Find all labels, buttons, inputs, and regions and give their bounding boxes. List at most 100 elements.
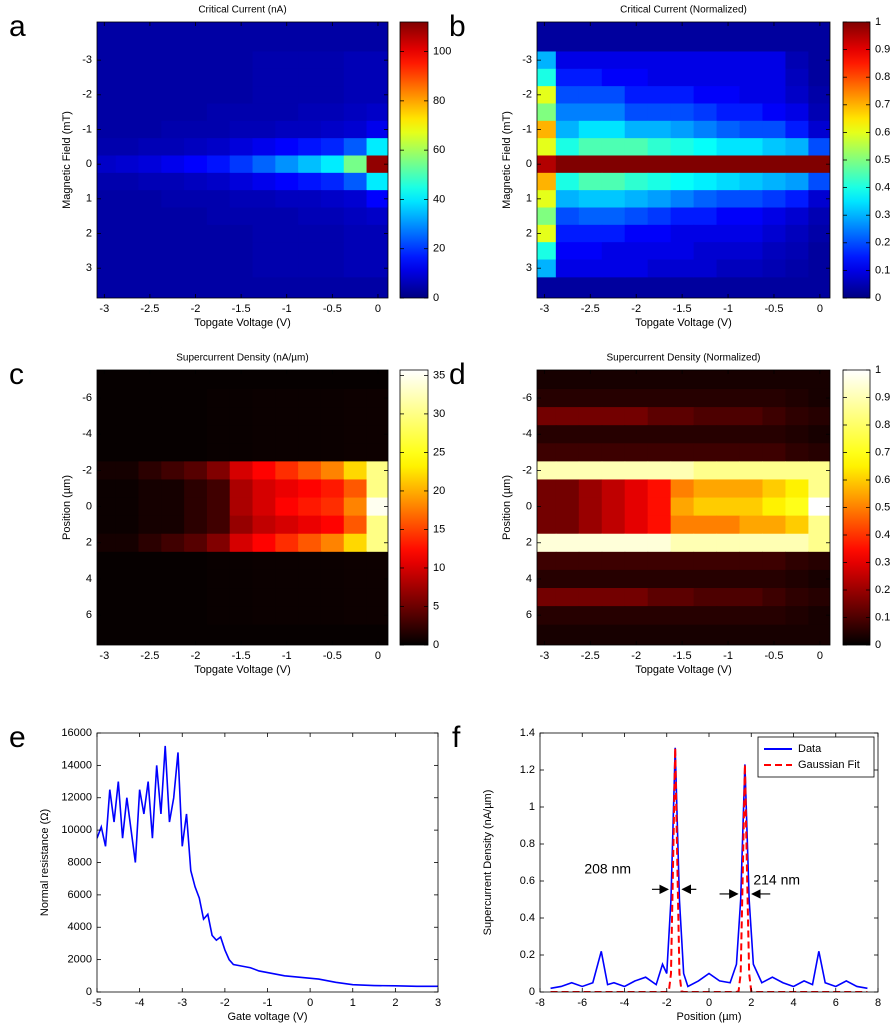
heatmap-cell [206, 190, 231, 209]
heatmap-cell [115, 259, 140, 278]
heatmap-cell [716, 479, 741, 499]
heatmap-cell [624, 120, 649, 139]
heatmap-cell [647, 138, 672, 156]
heatmap-cell [206, 551, 231, 571]
y-tick-label: 16000 [61, 727, 92, 739]
heatmap-cell [578, 190, 603, 209]
heatmap-cell [343, 68, 368, 87]
heatmap-cell [97, 606, 117, 625]
heatmap-cell [320, 425, 345, 444]
heatmap-cell [138, 606, 162, 625]
heatmap-cell [320, 207, 345, 226]
heatmap-cell [97, 259, 117, 278]
heatmap-cell [716, 497, 741, 517]
heatmap-cell [647, 51, 672, 70]
heatmap-cell [537, 172, 557, 191]
heatmap-cell [785, 497, 809, 517]
heatmap-cell [275, 138, 299, 156]
heatmap-cell [298, 461, 322, 480]
heatmap-cell [601, 443, 626, 462]
panel-letter: a [9, 10, 26, 43]
heatmap-cell [785, 51, 809, 70]
heatmap-cell [578, 497, 603, 517]
heatmap-cell [601, 86, 626, 104]
heatmap-cell [624, 479, 649, 499]
x-tick-label: -2.5 [581, 303, 600, 315]
colorbar-tick-label: 0 [875, 639, 881, 651]
heatmap-cell [762, 51, 786, 70]
heatmap-cell [138, 259, 162, 278]
heatmap-cell [762, 138, 786, 156]
heatmap-cell [138, 569, 162, 589]
heatmap-cell [206, 86, 231, 104]
heatmap-cell [762, 533, 786, 553]
heatmap-cell [206, 103, 231, 122]
heatmap-cell [601, 606, 626, 625]
heatmap-cell [138, 407, 162, 426]
heatmap-cell [537, 588, 557, 607]
heatmap-cell [275, 68, 299, 87]
y-tick-label: 0.8 [520, 838, 535, 850]
heatmap-cell [115, 51, 140, 70]
heatmap-cell [647, 588, 672, 607]
heatmap-cell [206, 51, 231, 70]
heatmap-cell [206, 569, 231, 589]
heatmap-cell [252, 551, 276, 571]
heatmap-cell [739, 479, 763, 499]
heatmap-cell [716, 190, 741, 209]
heatmap-cell [537, 606, 557, 625]
heatmap-cell [601, 461, 626, 480]
y-tick-label: 2 [526, 227, 532, 239]
heatmap-cell [343, 569, 368, 589]
heatmap-cell [275, 606, 299, 625]
heatmap-cell [275, 388, 299, 408]
heatmap-cell [739, 407, 763, 426]
heatmap-cell [693, 138, 718, 156]
y-tick-label: 0 [86, 986, 92, 998]
heatmap-cell [647, 190, 672, 209]
y-tick-label: 12000 [61, 792, 92, 804]
heatmap-cell [693, 103, 718, 122]
heatmap-cell [537, 103, 557, 122]
heatmap-cell [716, 407, 741, 426]
heatmap-cell [229, 443, 254, 462]
y-tick-label: 6 [86, 609, 92, 621]
heatmap-cell [206, 533, 231, 553]
heatmap-cell [252, 515, 276, 535]
heatmap-cell [624, 207, 649, 226]
heatmap-cell [343, 207, 368, 226]
heatmap-cell [97, 51, 117, 70]
x-tick-label: 3 [435, 997, 441, 1009]
x-tick-label: -0.5 [764, 303, 783, 315]
heatmap-cell [320, 172, 345, 191]
heatmap-cell [785, 407, 809, 426]
plot-area [550, 747, 868, 992]
colorbar-tick-label: 80 [433, 95, 445, 107]
heatmap-cell [693, 551, 718, 571]
heatmap-cell [275, 190, 299, 209]
heatmap-cell [115, 224, 140, 243]
y-tick-label: 6 [526, 609, 532, 621]
heatmap-cell [578, 259, 603, 278]
heatmap-cell [808, 443, 830, 462]
heatmap-cell [366, 569, 388, 589]
y-tick-label: 1 [529, 801, 535, 813]
heatmap-cell [555, 497, 580, 517]
heatmap-cell [184, 155, 208, 174]
heatmap-cell [206, 242, 231, 261]
heatmap-cell [537, 68, 557, 87]
heatmap-cell [298, 224, 322, 243]
heatmap-cell [762, 606, 786, 625]
heatmap-cell [647, 388, 672, 408]
heatmap-cell [693, 588, 718, 607]
x-tick-label: 0 [307, 997, 313, 1009]
heatmap-cell [138, 103, 162, 122]
heatmap-cell [624, 259, 649, 278]
heatmap-cell [184, 588, 208, 607]
heatmap-cell [739, 138, 763, 156]
heatmap-cell [229, 588, 254, 607]
heatmap-cell [693, 242, 718, 261]
heatmap-cell [184, 190, 208, 209]
heatmap-cell [762, 207, 786, 226]
heatmap-cell [115, 569, 140, 589]
